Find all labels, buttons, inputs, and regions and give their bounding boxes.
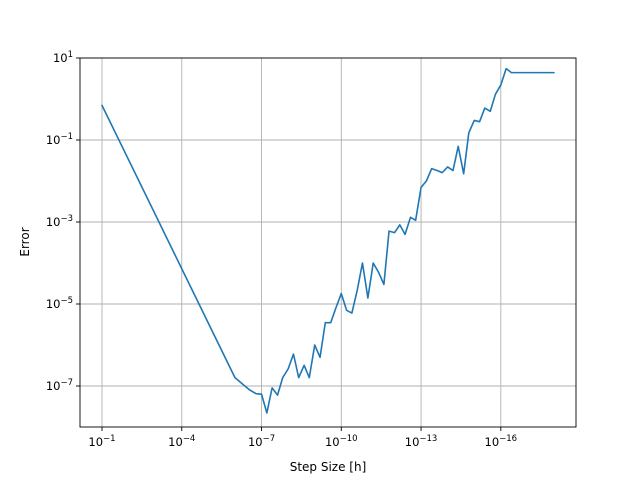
y-tick-label: 101 — [53, 50, 73, 65]
x-tick-label: 10−10 — [325, 434, 358, 449]
y-axis-label: Error — [18, 227, 32, 256]
x-axis-label: Step Size [h] — [290, 460, 367, 474]
x-tick-label: 10−1 — [88, 434, 115, 449]
series-layer — [101, 67, 555, 414]
y-tick-label: 10−1 — [46, 132, 73, 147]
y-tick-label: 10−3 — [46, 214, 73, 229]
error-series-line — [101, 67, 555, 414]
y-tick-label: 10−5 — [46, 296, 73, 311]
tick-layer: 10−1 10−4 10−7 10−10 10−13 10−16 101 10−1 10−3 10… — [46, 50, 517, 449]
grid-layer — [80, 57, 576, 427]
x-tick-label: 10−7 — [248, 434, 275, 449]
x-tick-label: 10−4 — [168, 434, 195, 449]
x-tick-label: 10−16 — [485, 434, 518, 449]
x-tick-label: 10−13 — [405, 434, 438, 449]
plot-frame — [79, 57, 577, 428]
y-tick-label: 10−7 — [46, 378, 73, 393]
